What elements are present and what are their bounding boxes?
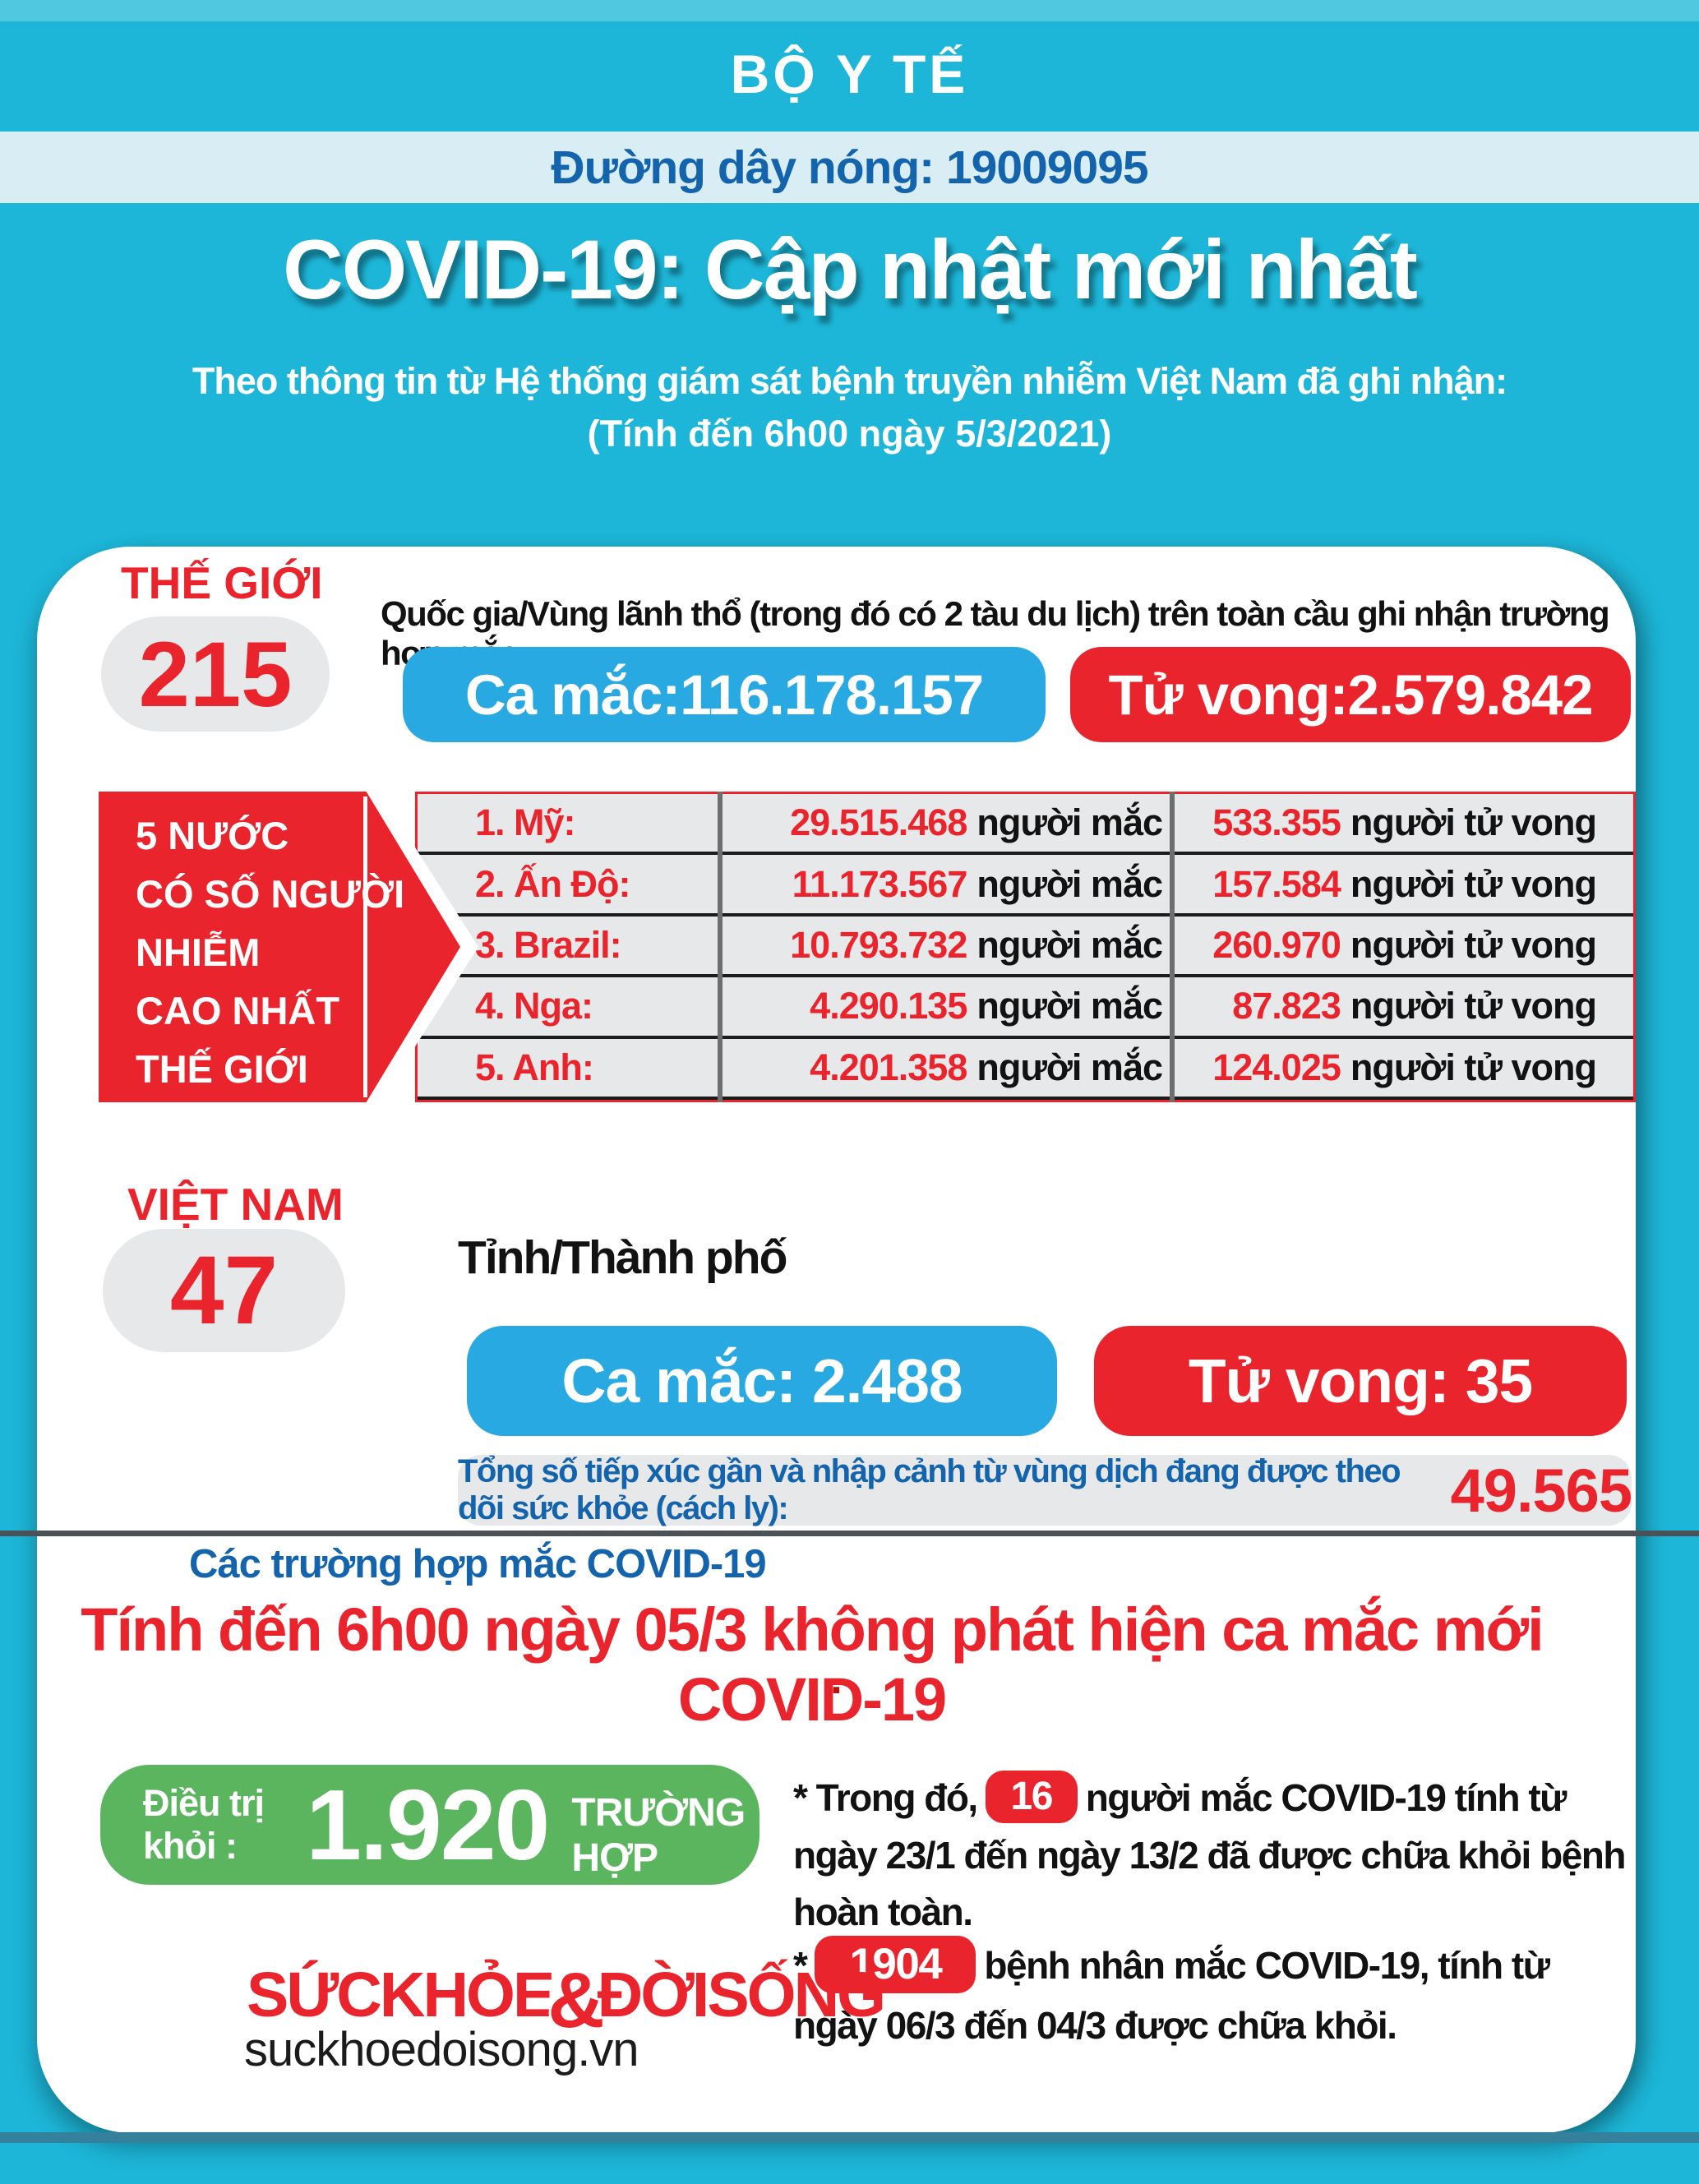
vietnam-cases-pill: Ca mắc: 2.488	[467, 1326, 1057, 1436]
world-deaths-pill: Tử vong:2.579.842	[1070, 647, 1631, 742]
table-row: 3. Brazil: 10.793.732 người mắc 260.970 ng…	[418, 917, 1633, 978]
country-cell: 4. Nga:	[475, 985, 593, 1027]
vietnam-province-unit: Tỉnh/Thành phố	[458, 1231, 787, 1284]
subtitle-text: Theo thông tin từ Hệ thống giám sát bệnh…	[192, 360, 1507, 402]
cases-value: 11.173.567	[792, 862, 968, 905]
deaths-unit: người tử vong	[1350, 1046, 1597, 1088]
recovered-pill: Điều trị khỏi : 1.920 TRƯỜNG HỢP	[100, 1765, 759, 1885]
note-text: bệnh nhân mắc COVID-19, tính từ ngày 06/…	[793, 1944, 1550, 2047]
vietnam-stats-row: Ca mắc: 2.488 Tử vong: 35	[467, 1326, 1627, 1436]
logo-word-2: ĐỜISỐNG	[597, 1959, 886, 2030]
quarantine-count: 49.565	[1450, 1456, 1632, 1525]
vietnam-deaths-pill: Tử vong: 35	[1094, 1326, 1627, 1436]
table-row: 4. Nga: 4.290.135 người mắc 87.823 người t…	[418, 977, 1633, 1039]
hotline-text: Đường dây nóng: 19009095	[551, 141, 1148, 194]
column-separator	[718, 792, 723, 1102]
column-separator	[1170, 792, 1175, 1102]
note-badge: 16	[985, 1770, 1078, 1823]
top5-table: 1. Mỹ: 29.515.468 người mắc 533.355 người …	[415, 792, 1636, 1102]
deaths-value: 124.025	[1212, 1046, 1341, 1088]
cases-unit: người mắc	[976, 862, 1163, 905]
website-url: suckhoedoisong.vn	[244, 2023, 639, 2076]
deaths-unit: người tử vong	[1350, 801, 1597, 844]
vietnam-section-label: VIỆT NAM	[127, 1179, 344, 1230]
page-title: COVID-19: Cập nhật mới nhất	[283, 223, 1418, 316]
vietnam-province-count: 47	[103, 1229, 345, 1352]
recovered-unit: TRƯỜNG HỢP	[571, 1791, 746, 1880]
headline-period: .	[830, 1655, 843, 1703]
hotline-band: Đường dây nóng: 19009095	[0, 132, 1699, 203]
note-recovered-16: * Trong đó, 16 người mắc COVID-19 tính từ …	[793, 1770, 1627, 1941]
cases-section-heading: Các trường hợp mắc COVID-19	[189, 1542, 767, 1586]
cases-unit: người mắc	[976, 1046, 1163, 1088]
cases-unit: người mắc	[976, 924, 1163, 967]
recovered-label: Điều trị khỏi :	[143, 1782, 265, 1867]
top5-countries-section: 1. Mỹ: 29.515.468 người mắc 533.355 người …	[99, 792, 1636, 1102]
deaths-value: 157.584	[1212, 862, 1341, 905]
cases-value: 4.201.358	[810, 1046, 967, 1088]
note-prefix: * Trong đó,	[793, 1776, 978, 1819]
deaths-value: 533.355	[1212, 801, 1341, 844]
deaths-unit: người tử vong	[1350, 985, 1597, 1027]
section-divider	[0, 1531, 1699, 1536]
deaths-value: 87.823	[1232, 985, 1341, 1027]
deaths-value: 260.970	[1212, 924, 1341, 967]
suckhoedoisong-logo: SỨCKHỎE & ĐỜISỐNG	[247, 1944, 886, 2046]
note-badge: 1904	[815, 1935, 976, 1993]
recovered-count: 1.920	[306, 1769, 550, 1881]
world-cases-pill: Ca mắc:116.178.157	[403, 647, 1046, 742]
world-country-count: 215	[101, 616, 330, 732]
country-cell: 2. Ấn Độ:	[475, 862, 631, 905]
arrow-seam	[363, 796, 367, 1097]
quarantine-text: Tổng số tiếp xúc gần và nhập cảnh từ vùn…	[458, 1453, 1401, 1526]
table-row: 1. Mỹ: 29.515.468 người mắc 533.355 người …	[418, 794, 1633, 856]
cases-value: 29.515.468	[790, 801, 967, 844]
logo-word-1: SỨCKHỎE	[247, 1959, 555, 2030]
country-cell: 5. Anh:	[475, 1046, 594, 1088]
world-stats-row: Ca mắc:116.178.157 Tử vong:2.579.842	[403, 647, 1631, 742]
cases-unit: người mắc	[976, 985, 1163, 1027]
country-cell: 3. Brazil:	[475, 924, 622, 967]
world-country-count-value: 215	[138, 622, 293, 726]
logo-ampersand: &	[547, 1956, 604, 2044]
as-of-date: (Tính đến 6h00 ngày 5/3/2021)	[587, 413, 1112, 455]
cases-unit: người mắc	[976, 801, 1163, 844]
table-row: 2. Ấn Độ: 11.173.567 người mắc 157.584 ngư…	[418, 855, 1633, 917]
content-card: THẾ GIỚI 215 Quốc gia/Vùng lãnh thổ (tro…	[37, 547, 1636, 2133]
world-section-label: THẾ GIỚI	[121, 557, 323, 608]
vietnam-province-count-value: 47	[169, 1236, 279, 1345]
table-row: 5. Anh: 4.201.358 người mắc 124.025 người …	[418, 1039, 1633, 1101]
note-text: người mắc COVID-19 tính từ ngày 23/1 đến…	[793, 1776, 1626, 1933]
cases-value: 10.793.732	[790, 924, 967, 967]
deaths-unit: người tử vong	[1350, 862, 1597, 905]
ministry-title: BỘ Y TẾ	[730, 44, 969, 104]
top5-label: 5 NƯỚC CÓ SỐ NGƯỜI NHIỄM CAO NHẤT THẾ GI…	[136, 814, 405, 1091]
footer-accent-line	[0, 2132, 1699, 2143]
top-light-strip	[0, 0, 1699, 21]
note-recovered-1904: * 1904 bệnh nhân mắc COVID-19, tính từ ngà…	[793, 1935, 1627, 2054]
deaths-unit: người tử vong	[1350, 924, 1597, 967]
quarantine-box: Tổng số tiếp xúc gần và nhập cảnh từ vùn…	[458, 1453, 1632, 1526]
no-new-cases-headline: Tính đến 6h00 ngày 05/3 không phát hiện …	[81, 1595, 1544, 1734]
note-prefix: *	[793, 1944, 808, 1987]
country-cell: 1. Mỹ:	[475, 801, 576, 844]
cases-value: 4.290.135	[810, 985, 967, 1027]
